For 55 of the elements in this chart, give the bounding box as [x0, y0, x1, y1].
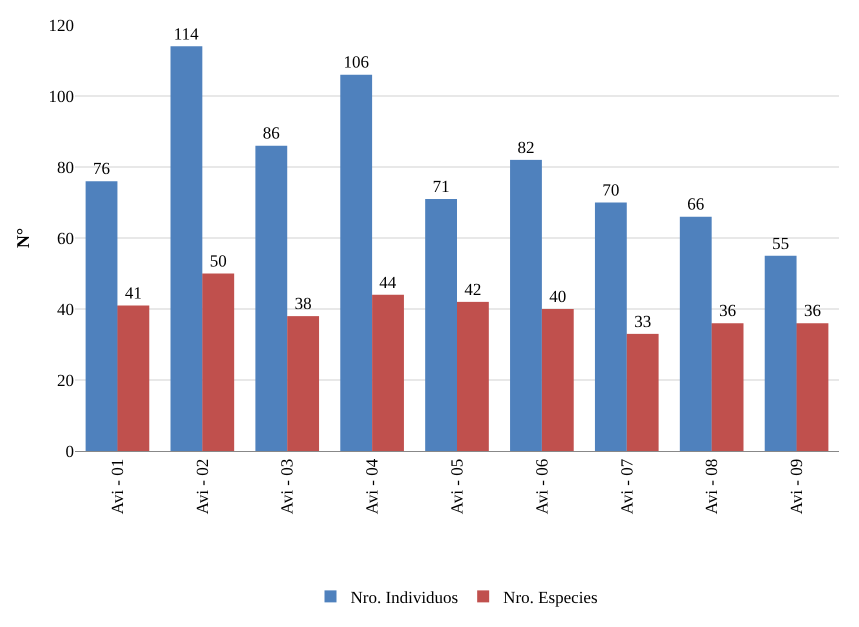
y-axis-title: N° [13, 228, 33, 248]
y-tick-label: 120 [48, 16, 74, 35]
bar [542, 309, 574, 451]
bar [202, 274, 234, 451]
data-label: 42 [464, 280, 482, 299]
data-label: 36 [719, 301, 736, 320]
y-tick-label: 40 [57, 300, 74, 319]
legend-label: Nro. Individuos [350, 588, 458, 607]
data-label: 41 [124, 283, 142, 302]
bar [425, 198, 457, 451]
data-label: 40 [549, 287, 566, 306]
x-tick-label: Avi - 07 [617, 458, 636, 514]
data-label: 36 [804, 301, 821, 320]
data-label: 70 [602, 180, 620, 200]
y-tick-label: 100 [48, 86, 74, 106]
bar [764, 256, 797, 451]
bar [86, 181, 118, 451]
data-label: 114 [174, 24, 200, 44]
x-tick-label: Avi - 08 [702, 458, 722, 514]
data-label: 66 [687, 194, 704, 214]
x-tick-label: Avi - 01 [108, 458, 127, 514]
y-tick-label: 0 [66, 442, 74, 461]
x-tick-label: Avi - 05 [448, 458, 467, 514]
x-tick-label: Avi - 09 [787, 458, 806, 514]
data-label: 86 [262, 124, 280, 143]
x-tick-label: Avi - 03 [278, 458, 297, 514]
data-label: 50 [210, 252, 227, 270]
bar [796, 323, 828, 451]
data-label: 76 [93, 159, 110, 178]
bar [117, 305, 150, 451]
bar [457, 302, 489, 451]
y-tick-label: 80 [57, 158, 74, 177]
y-tick-label: 60 [57, 228, 74, 248]
y-tick-label: 20 [57, 370, 74, 390]
data-label: 71 [432, 176, 450, 196]
bar [510, 160, 542, 451]
x-tick-label: Avi - 04 [362, 458, 382, 514]
bar [626, 334, 659, 451]
data-label: 106 [343, 52, 369, 72]
bar [372, 294, 404, 451]
bar [712, 323, 744, 451]
bar [340, 74, 372, 451]
data-label: 38 [294, 294, 312, 314]
data-label: 33 [634, 312, 652, 331]
x-tick-label: Avi - 02 [192, 458, 212, 514]
bar [170, 46, 202, 451]
bar [594, 202, 627, 451]
bar [287, 316, 320, 451]
bar [680, 216, 712, 451]
data-label: 44 [379, 272, 397, 292]
bar [255, 146, 288, 451]
legend-label: Nro. Especies [503, 588, 598, 607]
x-tick-label: Avi - 06 [532, 458, 552, 514]
data-label: 55 [772, 234, 790, 253]
data-label: 82 [517, 138, 534, 157]
